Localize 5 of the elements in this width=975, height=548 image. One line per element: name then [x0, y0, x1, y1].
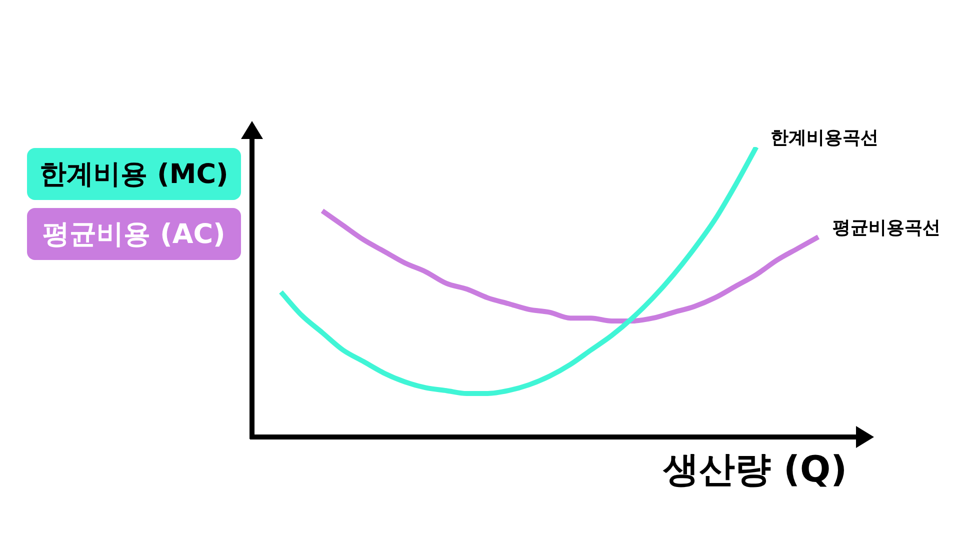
text: 평균비용곡선 [832, 218, 940, 239]
x-axis-title: 생산량 (Q) [662, 449, 848, 490]
text: 평균비용 (AC) [27, 208, 241, 260]
annotation: 한계비용곡선 [770, 128, 878, 149]
text: 한계비용 (MC) [27, 148, 241, 200]
